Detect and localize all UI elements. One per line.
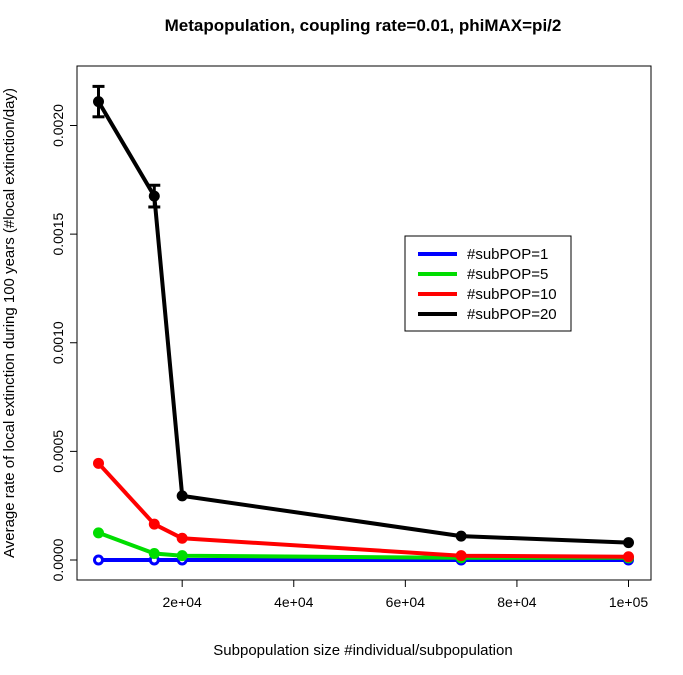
data-point xyxy=(148,518,160,530)
y-tick-label: 0.0015 xyxy=(50,213,66,256)
data-point xyxy=(623,551,634,563)
y-tick-label: 0.0005 xyxy=(50,430,66,473)
legend-label: #subPOP=10 xyxy=(467,286,557,303)
data-point xyxy=(148,547,160,559)
y-tick-label: 0.0010 xyxy=(50,321,66,364)
data-point xyxy=(93,457,104,469)
x-tick-label: 6e+04 xyxy=(386,594,426,610)
data-point xyxy=(455,530,467,542)
series-layer xyxy=(92,84,634,566)
legend-label: #subPOP=1 xyxy=(467,246,548,263)
x-tick-label: 2e+04 xyxy=(163,594,203,610)
series-3 xyxy=(92,84,634,549)
data-point xyxy=(93,554,104,566)
chart-title: Metapopulation, coupling rate=0.01, phiM… xyxy=(165,16,562,35)
y-axis: 0.0000 0.0005 0.0010 0.0015 0.0020 xyxy=(50,104,78,581)
data-point xyxy=(455,550,467,562)
data-point xyxy=(93,527,104,539)
series-2 xyxy=(93,457,634,563)
data-point xyxy=(176,550,188,562)
data-point xyxy=(148,190,160,202)
x-tick-label: 8e+04 xyxy=(497,594,537,610)
series-line xyxy=(97,461,629,559)
y-axis-label: Average rate of local extinction during … xyxy=(1,88,18,558)
x-tick-label: 1e+05 xyxy=(609,594,649,610)
data-point xyxy=(176,532,188,544)
legend: #subPOP=1 #subPOP=5 #subPOP=10 #subPOP=20 xyxy=(404,235,572,332)
data-point xyxy=(176,490,188,502)
data-point xyxy=(623,537,634,549)
y-tick-label: 0.0000 xyxy=(50,538,66,581)
y-tick-label: 0.0020 xyxy=(50,104,66,147)
data-point xyxy=(93,96,104,108)
x-axis: 2e+04 4e+04 6e+04 8e+04 1e+05 xyxy=(163,579,649,610)
x-axis-label: Subpopulation size #individual/subpopula… xyxy=(213,642,512,659)
legend-label: #subPOP=20 xyxy=(467,306,557,323)
legend-label: #subPOP=5 xyxy=(467,266,548,283)
x-tick-label: 4e+04 xyxy=(274,594,314,610)
